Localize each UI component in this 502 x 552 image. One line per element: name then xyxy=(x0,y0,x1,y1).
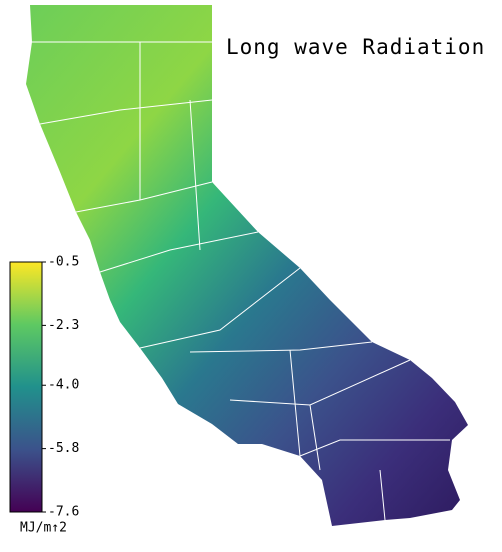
colorbar-ticks: -0.5 -2.3 -4.0 -5.8 -7.6 xyxy=(42,255,79,520)
colorbar-tick-label: -4.0 xyxy=(48,378,79,393)
california-shape xyxy=(26,5,468,526)
colorbar-label: MJ/m↑2 xyxy=(20,521,67,536)
colorbar xyxy=(9,261,43,513)
colorbar-tick-label: -0.5 xyxy=(48,255,79,270)
colorbar-tick-label: -7.6 xyxy=(48,505,79,520)
colorbar-tick-label: -2.3 xyxy=(48,318,79,333)
map-title: Long wave Radiation xyxy=(226,35,485,59)
colorbar-tick-label: -5.8 xyxy=(48,441,79,456)
county-lines xyxy=(30,41,450,521)
